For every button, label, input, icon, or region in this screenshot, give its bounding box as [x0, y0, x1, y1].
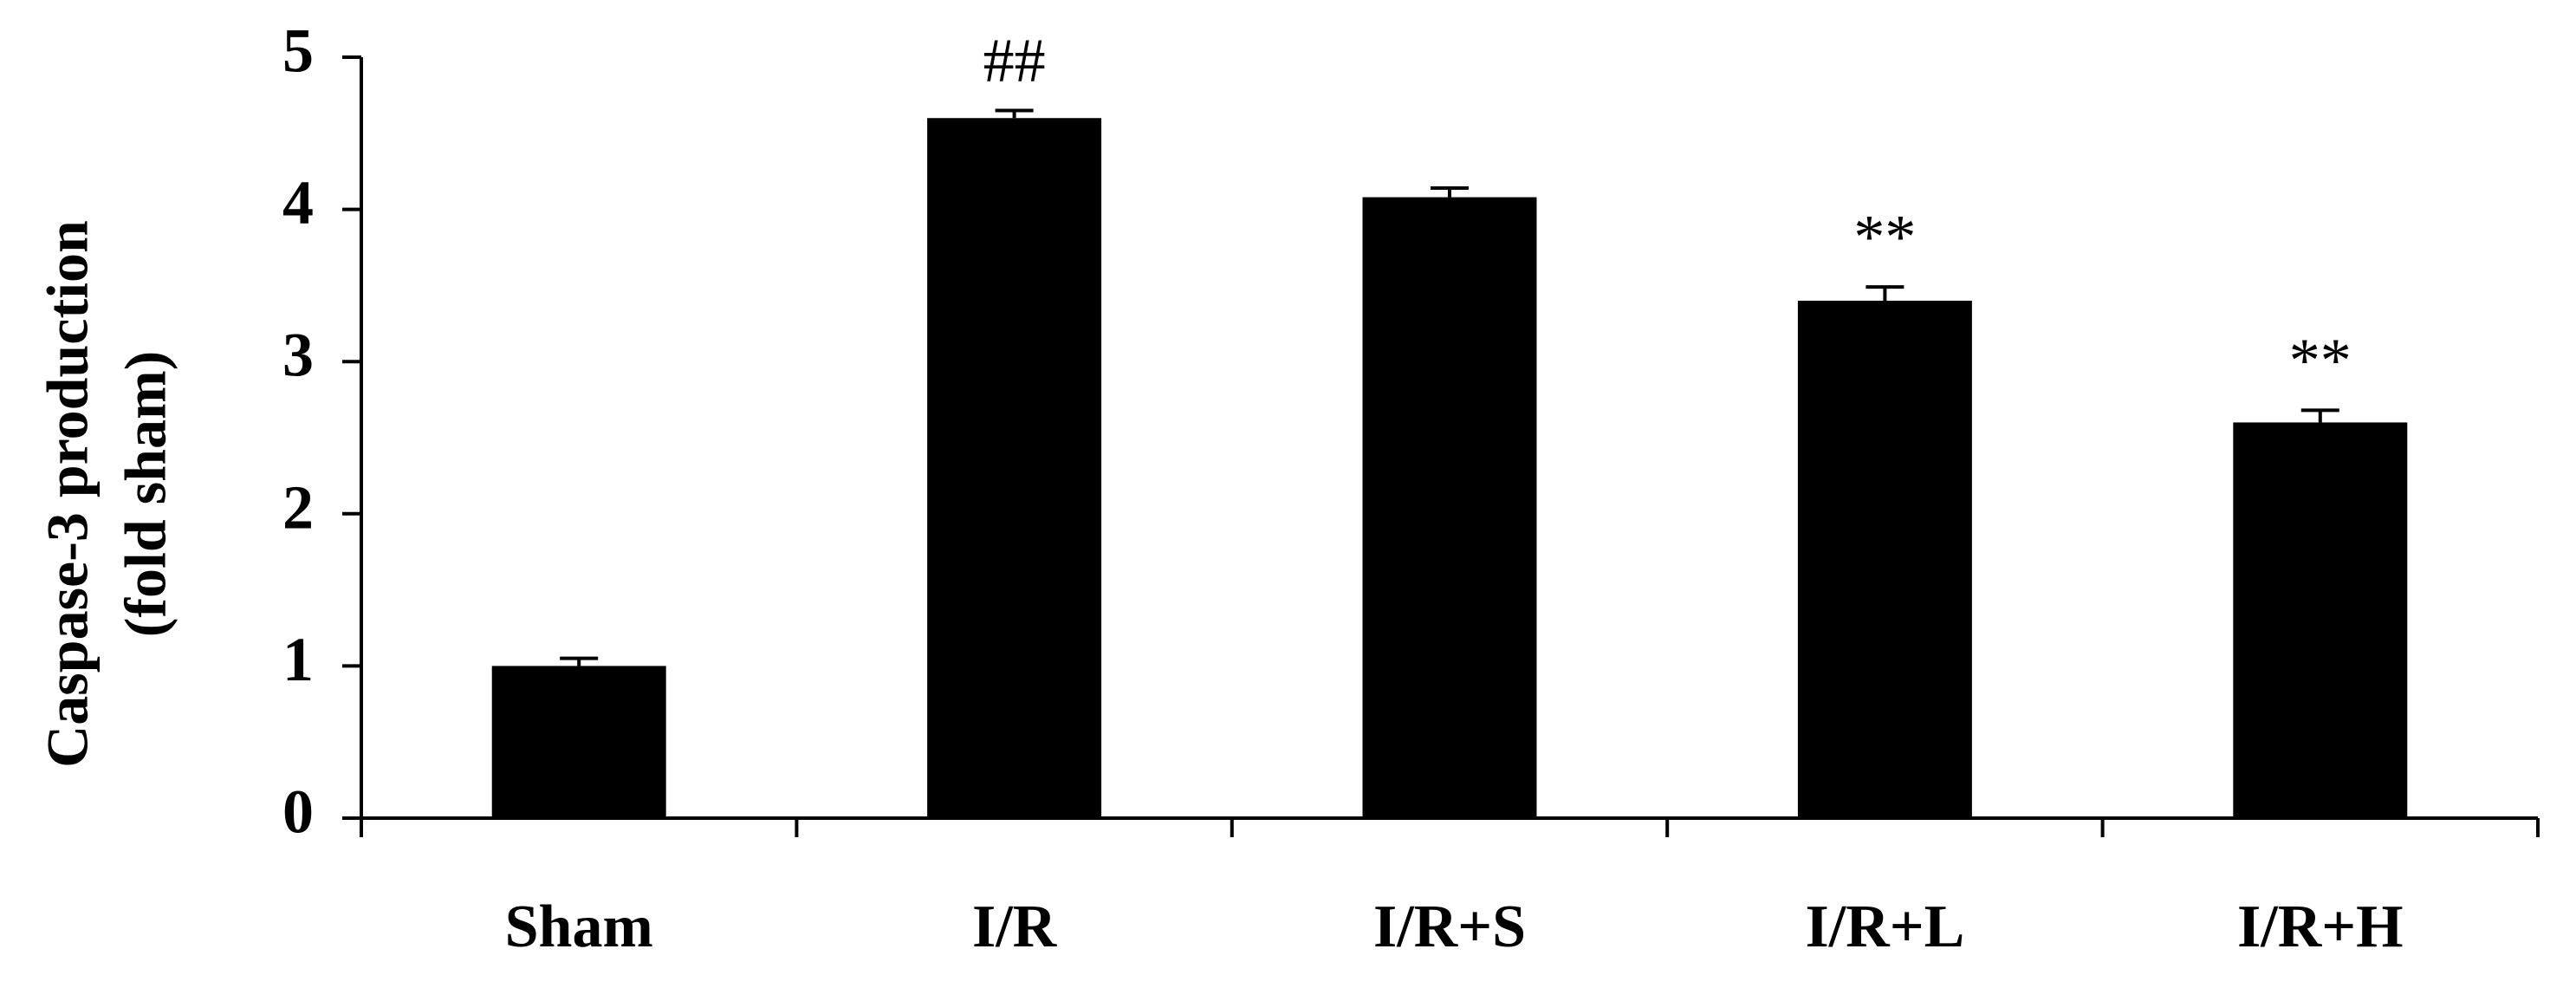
annotation: **	[1853, 203, 1916, 272]
bar	[491, 666, 666, 818]
y-axis-label: Caspase-3 production (fold sham)	[35, 220, 178, 768]
y-tick-label: 4	[282, 168, 314, 237]
annotation: **	[2289, 326, 2352, 395]
x-tick-label: I/R+L	[1805, 894, 1964, 960]
y-tick-label: 0	[282, 777, 314, 847]
y-tick-label: 5	[282, 16, 314, 86]
y-axis-label-line: (fold sham)	[113, 351, 178, 638]
bar	[1362, 197, 1537, 818]
y-tick-label: 1	[282, 625, 314, 694]
x-tick-label: Sham	[505, 894, 653, 960]
bar	[2233, 422, 2408, 818]
y-tick-label: 3	[282, 321, 314, 390]
annotation: ##	[983, 26, 1046, 95]
x-tick-label: I/R+H	[2237, 894, 2404, 960]
bar	[1797, 300, 1972, 819]
x-tick-label: I/R	[972, 894, 1058, 960]
y-tick-label: 2	[282, 472, 314, 542]
x-tick-label: I/R+S	[1373, 894, 1526, 960]
y-axis-label-line: Caspase-3 production	[35, 220, 101, 768]
bar	[927, 118, 1102, 819]
